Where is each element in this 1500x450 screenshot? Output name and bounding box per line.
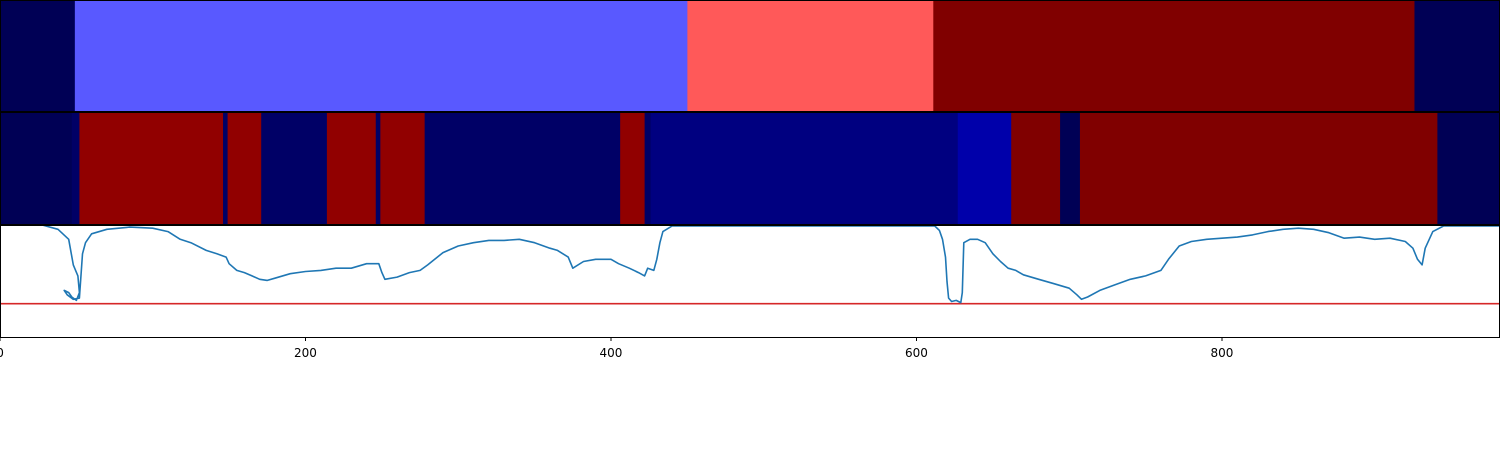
middle-strip-segment [650, 112, 959, 225]
x-axis: 0 200 400 600 800 [0, 337, 1233, 360]
top-strip-segment [1414, 0, 1500, 112]
middle-strip-segment [71, 112, 80, 225]
line-panel [0, 226, 1500, 337]
x-tick-label: 600 [905, 346, 928, 360]
middle-strip-segment [0, 112, 73, 225]
middle-strip-segment [326, 112, 377, 225]
middle-segment-strip [0, 112, 1500, 225]
line-panel-background [0, 226, 1500, 337]
x-tick-label: 200 [294, 346, 317, 360]
top-segment-strip [0, 0, 1500, 112]
middle-strip-segment [1079, 112, 1438, 225]
middle-strip-segment [380, 112, 426, 225]
top-strip-segment [74, 0, 688, 112]
middle-strip-segment [620, 112, 646, 225]
top-strip-segment [933, 0, 1415, 112]
top-strip-segment [0, 0, 76, 112]
middle-strip-segment [644, 112, 652, 225]
x-tick-label: 800 [1211, 346, 1234, 360]
middle-strip-segment [79, 112, 224, 225]
middle-strip-segment [261, 112, 328, 225]
middle-strip-segment [223, 112, 229, 225]
series-line [42, 226, 1500, 304]
top-strip-segment [687, 0, 934, 112]
middle-strip-segment [1437, 112, 1500, 225]
middle-strip-segment [957, 112, 1012, 225]
middle-strip-segment [1060, 112, 1081, 225]
x-tick-label: 400 [600, 346, 623, 360]
middle-strip-segment [1011, 112, 1061, 225]
x-tick-label: 0 [0, 346, 4, 360]
middle-strip-segment [375, 112, 381, 225]
middle-strip-segment [227, 112, 262, 225]
middle-strip-segment [424, 112, 621, 225]
